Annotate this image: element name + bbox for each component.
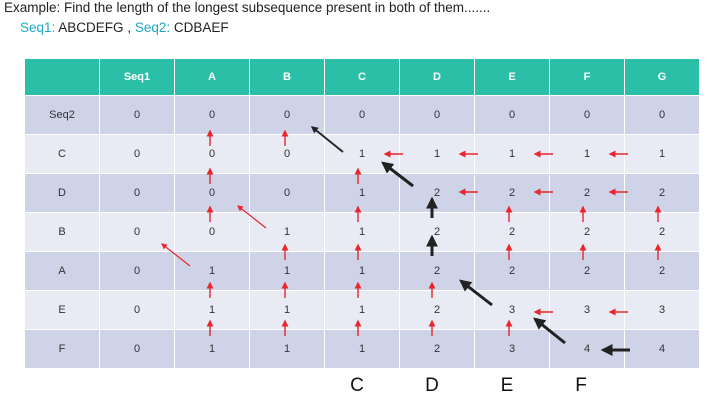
table-row: C 0 0 0 1 1 1 1 1 <box>24 134 700 174</box>
table-row: A 0 1 1 1 2 2 2 2 <box>24 251 700 291</box>
row-label: B <box>24 212 100 252</box>
result-letter: E <box>500 375 514 396</box>
column-header: A <box>174 58 250 96</box>
table-cell: 1 <box>249 329 325 369</box>
column-header: G <box>624 58 700 96</box>
table-cell: 0 <box>474 95 550 135</box>
table-cell: 0 <box>99 212 175 252</box>
column-header: D <box>399 58 475 96</box>
table-cell: 2 <box>399 329 475 369</box>
table-row: B 0 0 1 1 2 2 2 2 <box>24 212 700 252</box>
table-cell: 1 <box>324 173 400 213</box>
row-label: Seq2 <box>24 95 100 135</box>
table-cell: 0 <box>174 95 250 135</box>
seq2-label: Seq2: <box>134 20 171 35</box>
table-cell: 2 <box>549 251 625 291</box>
table-cell: 1 <box>249 212 325 252</box>
table-cell: 1 <box>324 251 400 291</box>
row-label: C <box>24 134 100 174</box>
table-cell: 1 <box>249 290 325 330</box>
table-cell: 4 <box>549 329 625 369</box>
table-cell: 0 <box>324 95 400 135</box>
column-header: C <box>324 58 400 96</box>
table-cell: 0 <box>99 329 175 369</box>
table-cell: 1 <box>399 134 475 174</box>
table-cell: 0 <box>549 95 625 135</box>
table-cell: 2 <box>549 173 625 213</box>
table-cell: 0 <box>174 212 250 252</box>
table-cell: 0 <box>99 95 175 135</box>
table-cell: 0 <box>249 95 325 135</box>
result-letter: F <box>575 375 587 396</box>
table-cell: 3 <box>474 329 550 369</box>
table-cell: 1 <box>474 134 550 174</box>
table-row: Seq2 0 0 0 0 0 0 0 0 <box>24 95 700 135</box>
table-cell: 0 <box>99 251 175 291</box>
table-cell: 1 <box>324 290 400 330</box>
table-cell: 2 <box>624 212 700 252</box>
column-header: B <box>249 58 325 96</box>
seq2-value: CDBAEF <box>173 20 229 35</box>
table-cell: 1 <box>174 290 250 330</box>
table-cell: 2 <box>624 173 700 213</box>
row-label: A <box>24 251 100 291</box>
table-cell: 2 <box>549 212 625 252</box>
table-cell: 1 <box>324 212 400 252</box>
table-cell: 2 <box>399 290 475 330</box>
table-cell: 0 <box>99 134 175 174</box>
table-cell: 1 <box>549 134 625 174</box>
separator: , <box>127 20 132 35</box>
table-cell: 0 <box>99 290 175 330</box>
table-cell: 1 <box>174 329 250 369</box>
result-letter: D <box>425 375 439 396</box>
table-cell: 4 <box>624 329 700 369</box>
table-cell: 2 <box>399 173 475 213</box>
table-row: E 0 1 1 1 2 3 3 3 <box>24 290 700 330</box>
table-cell: 1 <box>249 251 325 291</box>
table-cell: 0 <box>174 134 250 174</box>
table-cell: 0 <box>249 134 325 174</box>
table-cell: 1 <box>624 134 700 174</box>
table-cell: 0 <box>624 95 700 135</box>
result-letter: C <box>350 375 364 396</box>
table-cell: 3 <box>624 290 700 330</box>
row-label: D <box>24 173 100 213</box>
column-header: Seq1 <box>99 58 175 96</box>
table-cell: 1 <box>324 134 400 174</box>
lcs-table: Seq1 A B C D E F G Seq2 0 0 0 0 0 0 0 0 … <box>24 58 700 369</box>
table-cell: 2 <box>399 212 475 252</box>
table-cell: 0 <box>174 173 250 213</box>
table-cell: 2 <box>474 251 550 291</box>
table-row: F 0 1 1 1 2 3 4 4 <box>24 329 700 369</box>
table-cell: 1 <box>324 329 400 369</box>
corner-cell <box>24 58 100 96</box>
table-cell: 2 <box>474 173 550 213</box>
seq1-value: ABCDEFG <box>58 20 124 35</box>
table-row: D 0 0 0 1 2 2 2 2 <box>24 173 700 213</box>
column-header: E <box>474 58 550 96</box>
row-label: E <box>24 290 100 330</box>
table-cell: 1 <box>174 251 250 291</box>
sequence-line: Seq1: ABCDEFG , Seq2: CDBAEF <box>20 20 229 35</box>
table-cell: 2 <box>474 212 550 252</box>
table-cell: 0 <box>399 95 475 135</box>
table-cell: 0 <box>99 173 175 213</box>
table-cell: 3 <box>474 290 550 330</box>
table-header-row: Seq1 A B C D E F G <box>24 58 700 96</box>
row-label: F <box>24 329 100 369</box>
table-cell: 2 <box>399 251 475 291</box>
problem-heading: Example: Find the length of the longest … <box>4 0 491 15</box>
seq1-label: Seq1: <box>20 20 56 35</box>
table-cell: 0 <box>249 173 325 213</box>
column-header: F <box>549 58 625 96</box>
table-cell: 2 <box>624 251 700 291</box>
table-cell: 3 <box>549 290 625 330</box>
